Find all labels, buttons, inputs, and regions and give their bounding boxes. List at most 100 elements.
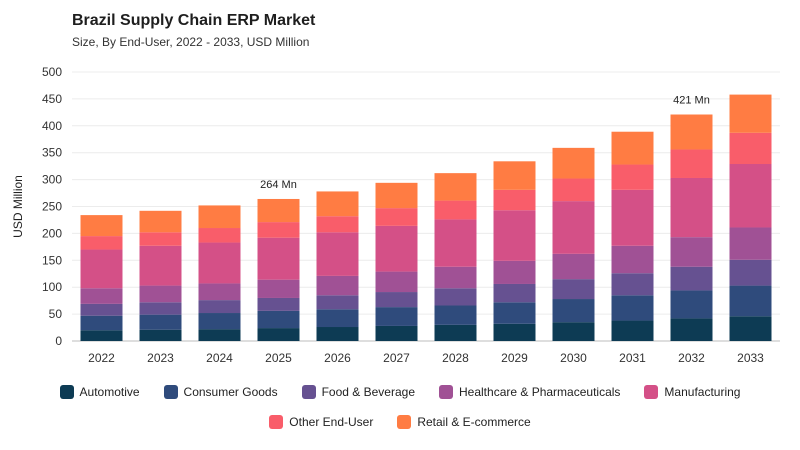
bar-segment bbox=[198, 283, 241, 301]
bar-segment bbox=[80, 288, 123, 304]
stacked-bar-chart: 0 50 100 150 200 250 300 350 400 450 500 USD Millio… bbox=[11, 65, 780, 365]
legend-swatch bbox=[301, 385, 316, 399]
bar-segment bbox=[434, 219, 477, 267]
bar-segment bbox=[375, 292, 418, 308]
bar-segment bbox=[80, 315, 123, 331]
bar-segment bbox=[552, 322, 595, 341]
legend-swatch bbox=[439, 385, 453, 399]
y-tick-label: 500 bbox=[42, 65, 62, 79]
bar-segment bbox=[729, 259, 772, 286]
bar-segment bbox=[198, 329, 241, 341]
bar-segment bbox=[198, 300, 241, 314]
bar-segment bbox=[316, 295, 359, 310]
bar-segment bbox=[80, 215, 123, 237]
legend-item: Automotive bbox=[59, 385, 140, 399]
bar-segment bbox=[670, 149, 713, 178]
x-tick-label: 2029 bbox=[501, 351, 528, 365]
bar-segment bbox=[434, 200, 477, 220]
bar-segment bbox=[611, 245, 654, 274]
y-tick-label: 50 bbox=[49, 307, 63, 321]
bar-segment bbox=[729, 132, 772, 164]
legend-label: Other End-User bbox=[289, 415, 374, 429]
legend-label: Automotive bbox=[79, 385, 140, 399]
bar-segment bbox=[729, 285, 772, 317]
bar-segment bbox=[139, 302, 182, 315]
bar-segment bbox=[670, 318, 713, 341]
bar-segment bbox=[139, 314, 182, 330]
bar-segment bbox=[375, 225, 418, 272]
x-tick-label: 2024 bbox=[206, 351, 233, 365]
bar-segment bbox=[316, 216, 359, 233]
x-tick-label: 2030 bbox=[560, 351, 587, 365]
legend-label: Healthcare & Pharmaceuticals bbox=[459, 385, 621, 399]
legend-item: Other End-User bbox=[269, 415, 373, 429]
bar-segment bbox=[493, 189, 536, 211]
bar-segment bbox=[139, 329, 182, 341]
bar-segment bbox=[493, 323, 536, 341]
x-tick-label: 2028 bbox=[442, 351, 469, 365]
bar-segment bbox=[493, 161, 536, 190]
bar-segment bbox=[611, 131, 654, 165]
legend-item: Manufacturing bbox=[644, 385, 740, 399]
legend-label: Retail & E-commerce bbox=[417, 415, 531, 429]
bar-segment bbox=[257, 237, 300, 280]
bar-segment bbox=[375, 182, 418, 209]
bar-segment bbox=[729, 227, 772, 260]
bar-segment bbox=[257, 297, 300, 311]
legend-row-2: Other End-User Retail & E-commerce bbox=[0, 415, 800, 429]
bar-segment bbox=[139, 210, 182, 233]
bar-segment bbox=[493, 302, 536, 324]
bar-segment bbox=[316, 275, 359, 296]
bar-segment bbox=[316, 232, 359, 276]
bar-segment bbox=[375, 208, 418, 226]
bar-segment bbox=[257, 279, 300, 298]
chart-subtitle: Size, By End-User, 2022 - 2033, USD Mill… bbox=[72, 35, 310, 49]
bar-segment bbox=[552, 178, 595, 202]
bar-segment bbox=[729, 163, 772, 228]
legend-item: Consumer Goods bbox=[163, 385, 278, 399]
y-tick-label: 300 bbox=[42, 173, 62, 187]
bar-segment bbox=[198, 205, 241, 229]
x-tick-label: 2032 bbox=[678, 351, 705, 365]
x-tick-label: 2023 bbox=[147, 351, 174, 365]
bar-segment bbox=[316, 191, 359, 217]
bar-segment bbox=[611, 273, 654, 296]
y-tick-label: 450 bbox=[42, 92, 62, 106]
bar-segment bbox=[611, 164, 654, 190]
bar-segment bbox=[139, 232, 182, 246]
legend-swatch bbox=[163, 385, 178, 399]
bar-segment bbox=[552, 299, 595, 323]
bar-segment bbox=[434, 173, 477, 201]
bar-segment bbox=[257, 310, 300, 329]
bar-segment bbox=[493, 210, 536, 261]
bar-segment bbox=[611, 320, 654, 341]
chart-title: Brazil Supply Chain ERP Market bbox=[72, 12, 316, 29]
bar-segment bbox=[257, 328, 300, 341]
y-tick-label: 150 bbox=[42, 253, 62, 267]
y-tick-label: 400 bbox=[42, 119, 62, 133]
x-tick-label: 2025 bbox=[265, 351, 292, 365]
bar-segment bbox=[434, 266, 477, 289]
bar-segment bbox=[80, 303, 123, 316]
legend-label: Manufacturing bbox=[664, 385, 741, 399]
bar-segment bbox=[493, 283, 536, 303]
bar-segment bbox=[139, 285, 182, 303]
bar-segment bbox=[375, 307, 418, 326]
bar-segment bbox=[552, 147, 595, 179]
data-annotation: 264 Mn bbox=[260, 179, 297, 191]
bar-segment bbox=[434, 305, 477, 325]
x-tick-label: 2022 bbox=[88, 351, 115, 365]
legend-swatch bbox=[397, 415, 412, 429]
legend-item: Retail & E-commerce bbox=[397, 415, 531, 429]
bar-segment bbox=[257, 222, 300, 238]
bar-segment bbox=[611, 189, 654, 246]
bar-segment bbox=[552, 279, 595, 300]
bar-segment bbox=[729, 316, 772, 341]
x-tick-label: 2026 bbox=[324, 351, 351, 365]
bar-segment bbox=[375, 271, 418, 293]
legend-label: Consumer Goods bbox=[183, 385, 278, 399]
bar-segment bbox=[729, 94, 772, 133]
bar-segment bbox=[611, 295, 654, 321]
bar-segment bbox=[80, 236, 123, 250]
y-tick-label: 0 bbox=[55, 334, 62, 348]
